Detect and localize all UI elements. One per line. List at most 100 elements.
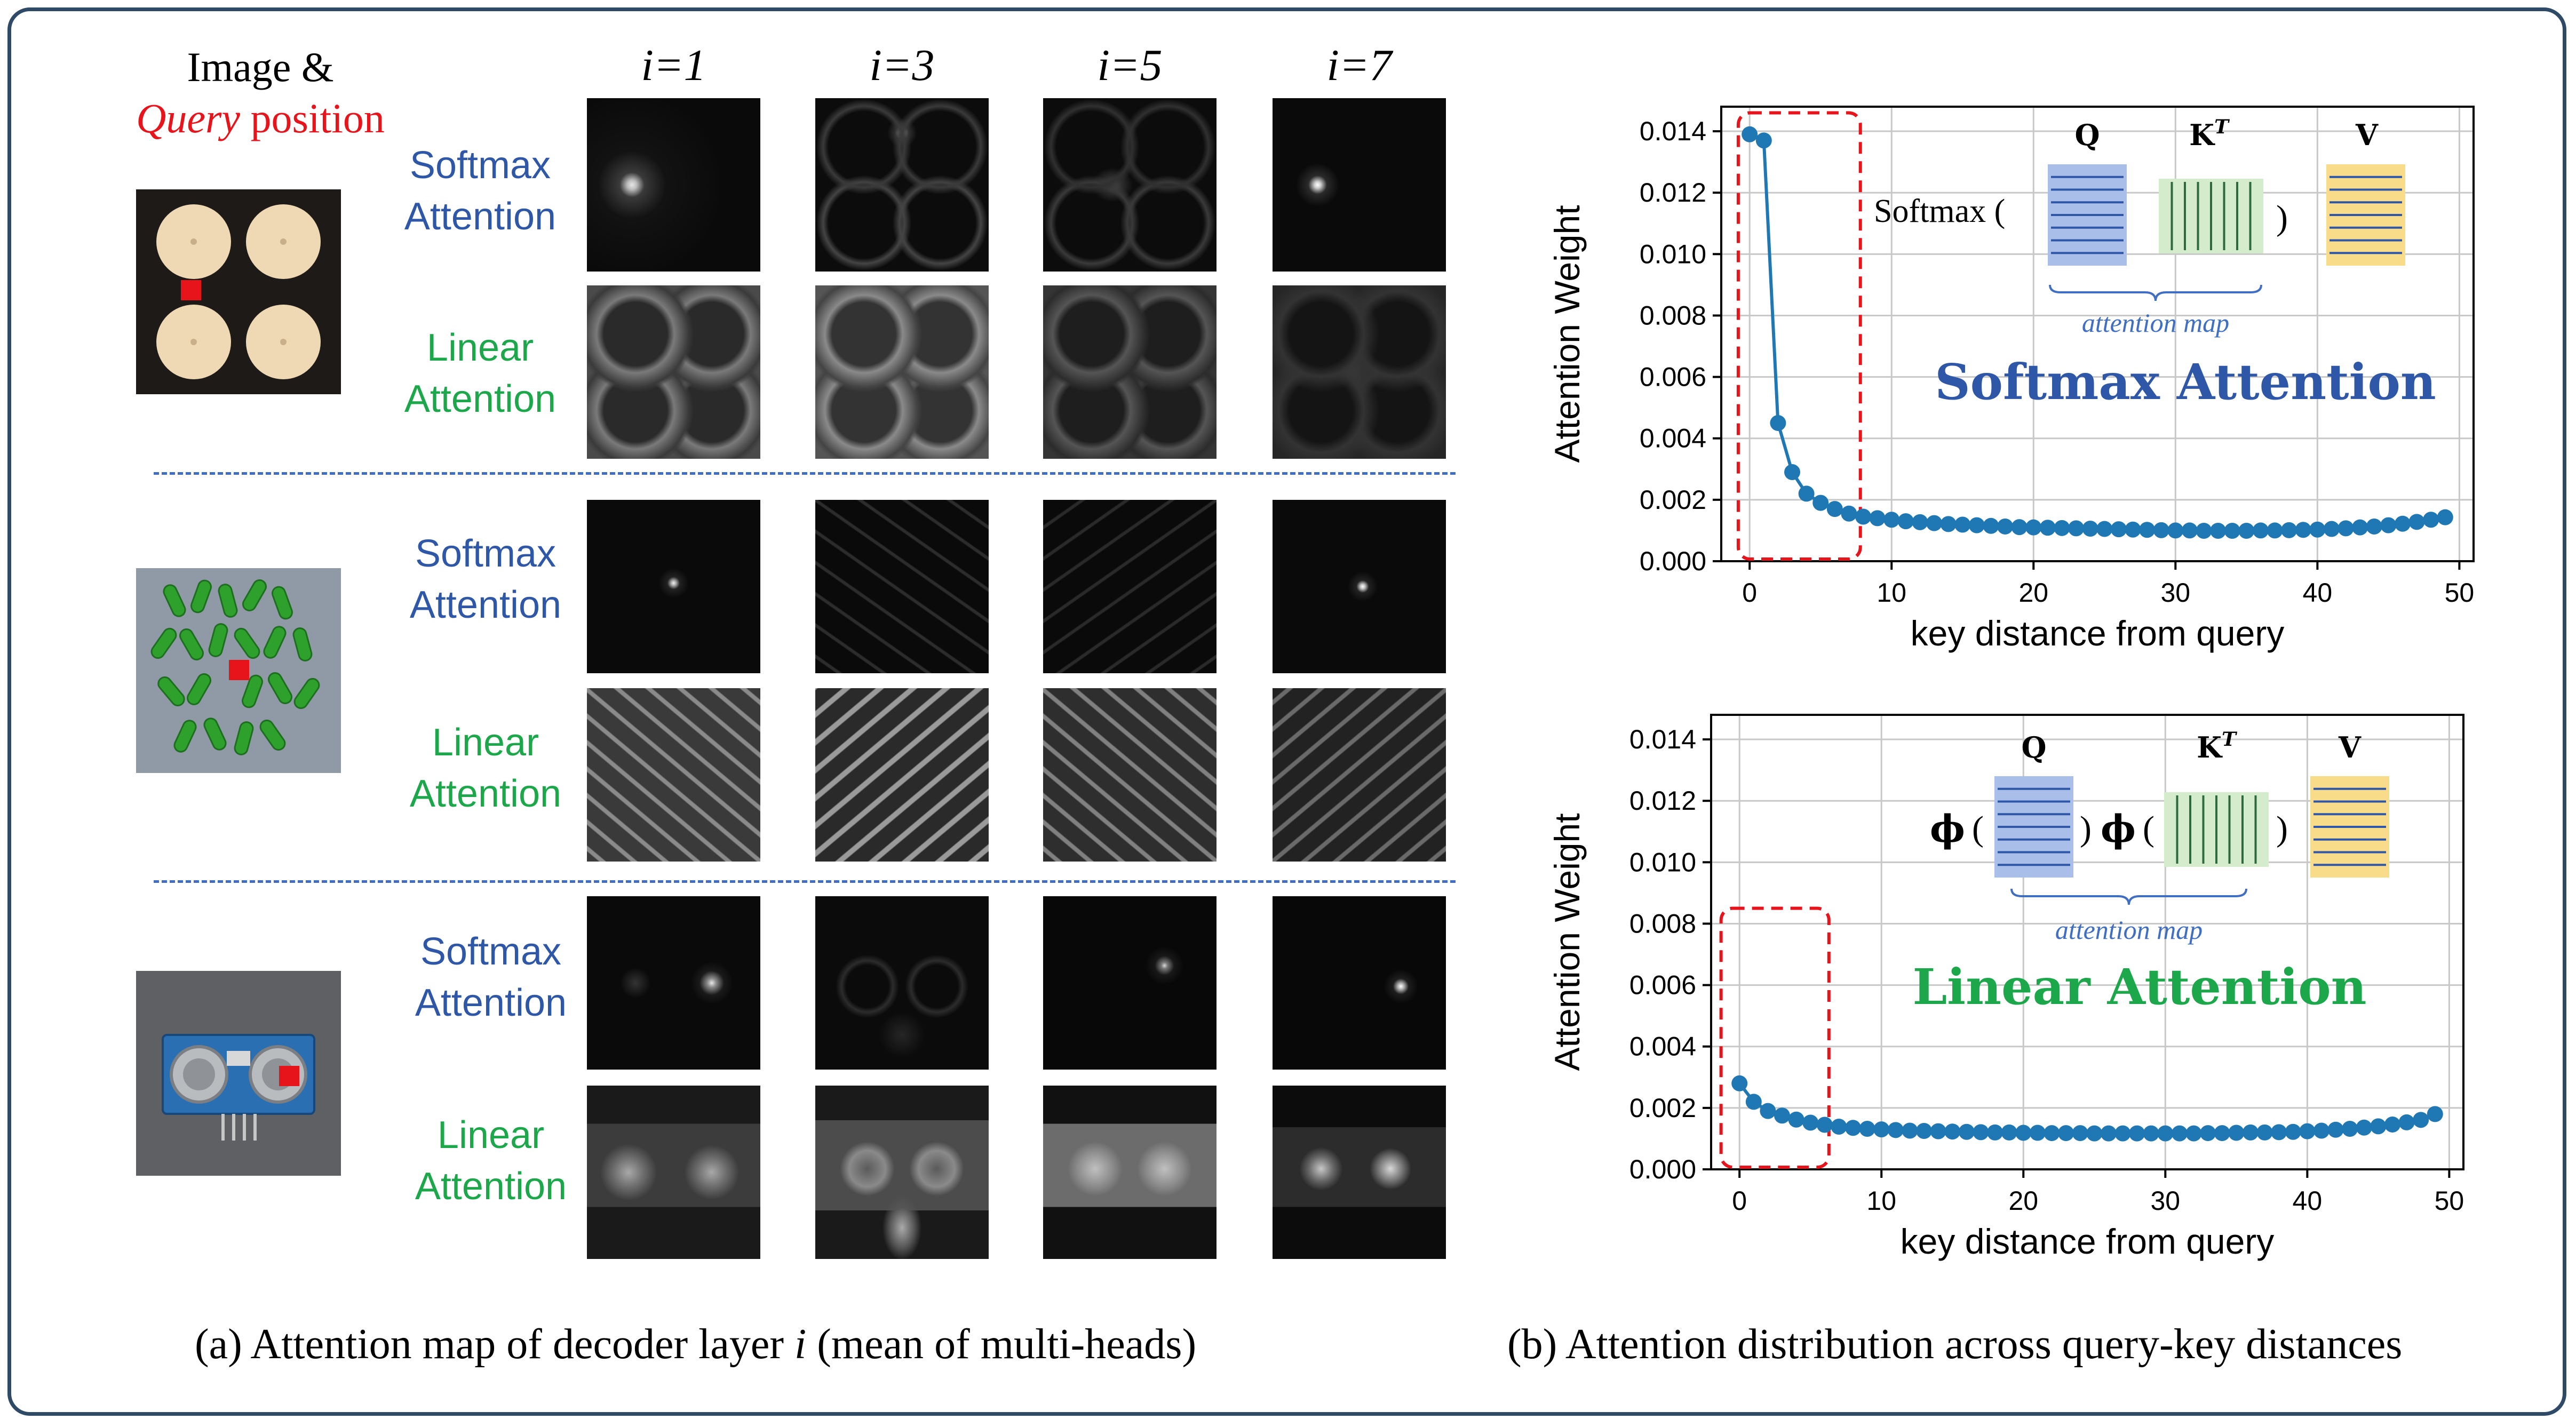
data-point bbox=[2252, 522, 2269, 539]
data-point bbox=[1841, 505, 1857, 522]
formula-k-label: KT bbox=[2197, 728, 2237, 764]
x-tick-label: 0 bbox=[1742, 578, 1757, 608]
formula-v-label: V bbox=[2338, 730, 2362, 764]
attention-map-r1-softmax-i5 bbox=[1043, 98, 1217, 272]
data-point bbox=[1731, 1075, 1748, 1091]
data-point bbox=[2309, 521, 2326, 538]
data-point bbox=[2011, 519, 2028, 536]
data-point bbox=[2437, 509, 2453, 525]
data-point bbox=[2110, 521, 2127, 538]
y-tick-label: 0.010 bbox=[1640, 239, 1706, 269]
caption-var: i bbox=[794, 1321, 807, 1368]
row-separator-2 bbox=[154, 880, 1456, 883]
label-line1: Softmax bbox=[415, 532, 556, 575]
formula-softmax-prefix: Softmax ( bbox=[1874, 193, 2005, 229]
data-point bbox=[1873, 1121, 1890, 1138]
query-marker bbox=[279, 1066, 299, 1086]
attention-map-r1-linear-i1 bbox=[587, 285, 760, 459]
data-point bbox=[2167, 522, 2184, 539]
data-point bbox=[1798, 485, 1815, 502]
header-line2: Query position bbox=[116, 93, 404, 144]
data-point bbox=[1930, 1123, 1946, 1139]
formula-q-label: Q bbox=[2021, 730, 2046, 764]
data-point bbox=[1784, 464, 1801, 481]
query-marker bbox=[181, 280, 201, 300]
data-point bbox=[2398, 1114, 2415, 1130]
data-point bbox=[2238, 523, 2255, 539]
x-tick-label: 10 bbox=[1877, 578, 1906, 608]
data-point bbox=[2342, 1121, 2358, 1137]
data-point bbox=[2242, 1124, 2259, 1141]
y-tick-label: 0.004 bbox=[1629, 1032, 1696, 1062]
data-point bbox=[2181, 522, 2198, 539]
y-tick-label: 0.006 bbox=[1640, 362, 1706, 392]
x-axis-label: key distance from query bbox=[1911, 613, 2285, 653]
data-point bbox=[2100, 1125, 2117, 1142]
y-tick-label: 0.012 bbox=[1640, 178, 1706, 208]
data-point bbox=[1816, 1117, 1833, 1133]
data-point bbox=[2029, 1125, 2046, 1141]
data-point bbox=[1760, 1103, 1776, 1119]
y-axis-label: Attention Weight bbox=[1547, 205, 1587, 463]
highlight-box bbox=[1736, 111, 1862, 561]
matrix-q bbox=[1994, 776, 2073, 878]
data-point bbox=[2096, 521, 2113, 537]
data-point bbox=[2210, 523, 2227, 539]
data-point bbox=[1745, 1094, 1762, 1110]
image-query-header: Image & Query position bbox=[116, 42, 404, 144]
y-tick-label: 0.004 bbox=[1640, 424, 1706, 453]
data-point bbox=[2139, 522, 2156, 538]
chart-title-softmax: Softmax Attention bbox=[1935, 353, 2436, 411]
data-point bbox=[1983, 517, 1999, 534]
data-point bbox=[1855, 508, 1872, 525]
x-tick-label: 0 bbox=[1732, 1186, 1747, 1216]
data-point bbox=[2068, 520, 2085, 537]
data-point bbox=[2072, 1125, 2088, 1142]
data-point bbox=[1845, 1120, 1862, 1136]
label-line1: Linear bbox=[432, 721, 539, 764]
highlight-box bbox=[1719, 906, 1831, 1169]
data-point bbox=[2366, 518, 2382, 535]
formula-k-label: KT bbox=[2189, 116, 2230, 152]
attention-map-r2-linear-i7 bbox=[1273, 688, 1446, 862]
data-point bbox=[1968, 517, 1985, 533]
data-point bbox=[2281, 522, 2297, 538]
data-point bbox=[2129, 1125, 2145, 1142]
data-point bbox=[2001, 1124, 2017, 1141]
formula-phi-2: ϕ bbox=[2101, 807, 2136, 851]
label-line2: Attention bbox=[415, 982, 567, 1024]
data-point bbox=[2228, 1125, 2245, 1141]
formula-phi-1: ϕ bbox=[1930, 807, 1965, 851]
data-point bbox=[1812, 495, 1829, 511]
attention-map-r3-linear-i5 bbox=[1043, 1086, 1217, 1259]
data-point bbox=[2025, 519, 2042, 536]
attention-map-r1-softmax-i7 bbox=[1273, 98, 1446, 272]
data-point bbox=[2356, 1119, 2372, 1136]
attention-map-r3-softmax-i5 bbox=[1043, 896, 1217, 1070]
attention-map-r3-linear-i7 bbox=[1273, 1086, 1446, 1259]
data-point bbox=[1831, 1118, 1847, 1135]
formula-open-paren-2: ( bbox=[2143, 809, 2154, 848]
attention-map-brace bbox=[2049, 284, 2262, 301]
data-point bbox=[1869, 510, 1886, 527]
y-tick-label: 0.006 bbox=[1629, 970, 1696, 1000]
attention-map-r1-linear-i7 bbox=[1273, 285, 1446, 459]
data-point bbox=[2299, 1123, 2316, 1139]
column-header-i3: i=3 bbox=[869, 41, 935, 90]
query-marker bbox=[229, 660, 249, 680]
formula-close-paren: ) bbox=[2276, 198, 2288, 237]
row3-linear-label: Linear Attention bbox=[400, 1110, 582, 1212]
row-separator-1 bbox=[154, 472, 1456, 475]
chart-softmax: 0 10 20 30 40 50 0.000 0.002 0.004 0.006 0.008 0.01… bbox=[1547, 106, 2475, 653]
matrix-q bbox=[2048, 164, 2127, 266]
data-point bbox=[2267, 522, 2283, 539]
attention-map-r3-linear-i3 bbox=[815, 1086, 989, 1259]
data-point bbox=[2171, 1125, 2188, 1142]
x-tick-label: 20 bbox=[2018, 578, 2048, 608]
y-tick-label: 0.014 bbox=[1629, 724, 1696, 754]
data-point bbox=[2125, 521, 2141, 538]
x-tick-label: 30 bbox=[2161, 578, 2191, 608]
attention-map-brace bbox=[2010, 888, 2247, 905]
x-tick-label: 50 bbox=[2445, 578, 2475, 608]
label-line2: Attention bbox=[404, 195, 556, 238]
